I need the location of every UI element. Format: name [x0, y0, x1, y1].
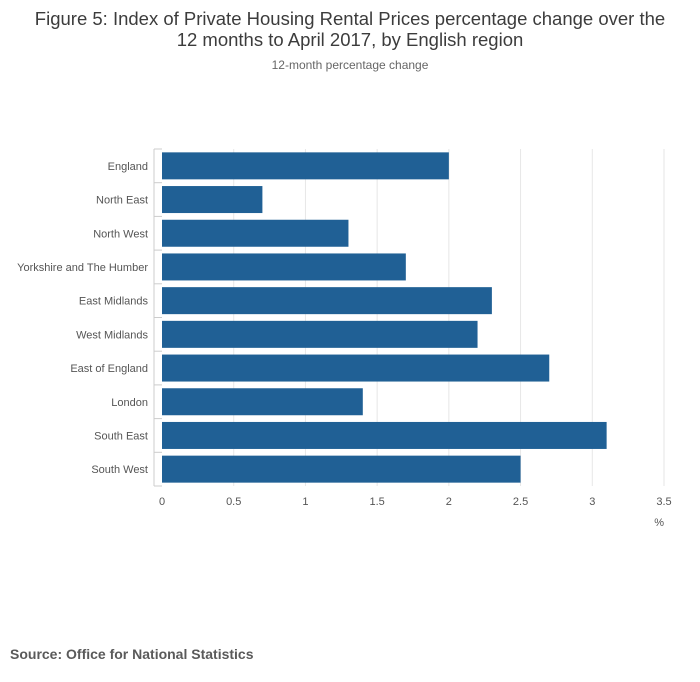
y-category-label: Yorkshire and The Humber	[17, 262, 148, 274]
bar	[162, 219, 349, 247]
axes	[153, 148, 162, 487]
y-category-label: West Midlands	[76, 329, 148, 341]
x-tick-label: 0.5	[226, 496, 241, 508]
chart-title-line-2: 12 months to April 2017, by English regi…	[176, 29, 524, 50]
bar	[162, 253, 406, 281]
x-tick-label: 1	[302, 496, 308, 508]
bar	[162, 421, 607, 449]
x-tick-label: 0	[159, 496, 165, 508]
bar	[162, 455, 521, 483]
bar	[162, 320, 478, 348]
bar	[162, 388, 363, 416]
bars	[162, 152, 607, 483]
source-note: Source: Office for National Statistics	[10, 646, 254, 662]
bar	[162, 186, 263, 214]
chart-title: Figure 5: Index of Private Housing Renta…	[20, 8, 680, 50]
y-category-label: London	[111, 397, 148, 409]
y-category-label: South West	[91, 464, 148, 476]
y-category-label: East Midlands	[79, 296, 149, 308]
y-category-label: South East	[94, 430, 148, 442]
y-category-label: East of England	[70, 363, 148, 375]
y-category-label: North East	[96, 195, 148, 207]
chart-title-line-1: Figure 5: Index of Private Housing Renta…	[34, 8, 666, 29]
x-tick-label: 2	[446, 496, 452, 508]
bar	[162, 354, 550, 382]
x-tick-label: 2.5	[513, 496, 528, 508]
x-tick-label: 3.5	[656, 496, 671, 508]
x-tick-label: 3	[589, 496, 595, 508]
x-tick-label: 1.5	[369, 496, 384, 508]
x-axis-label: %	[654, 517, 664, 529]
y-category-label: North West	[93, 228, 148, 240]
chart-subtitle: 12-month percentage change	[271, 58, 429, 72]
axis-labels: 0 0.5 1 1.5 2 2.5 3 3.5% England North East North …	[17, 161, 672, 529]
y-category-label: England	[108, 161, 148, 173]
bar	[162, 152, 449, 180]
bar	[162, 287, 492, 315]
